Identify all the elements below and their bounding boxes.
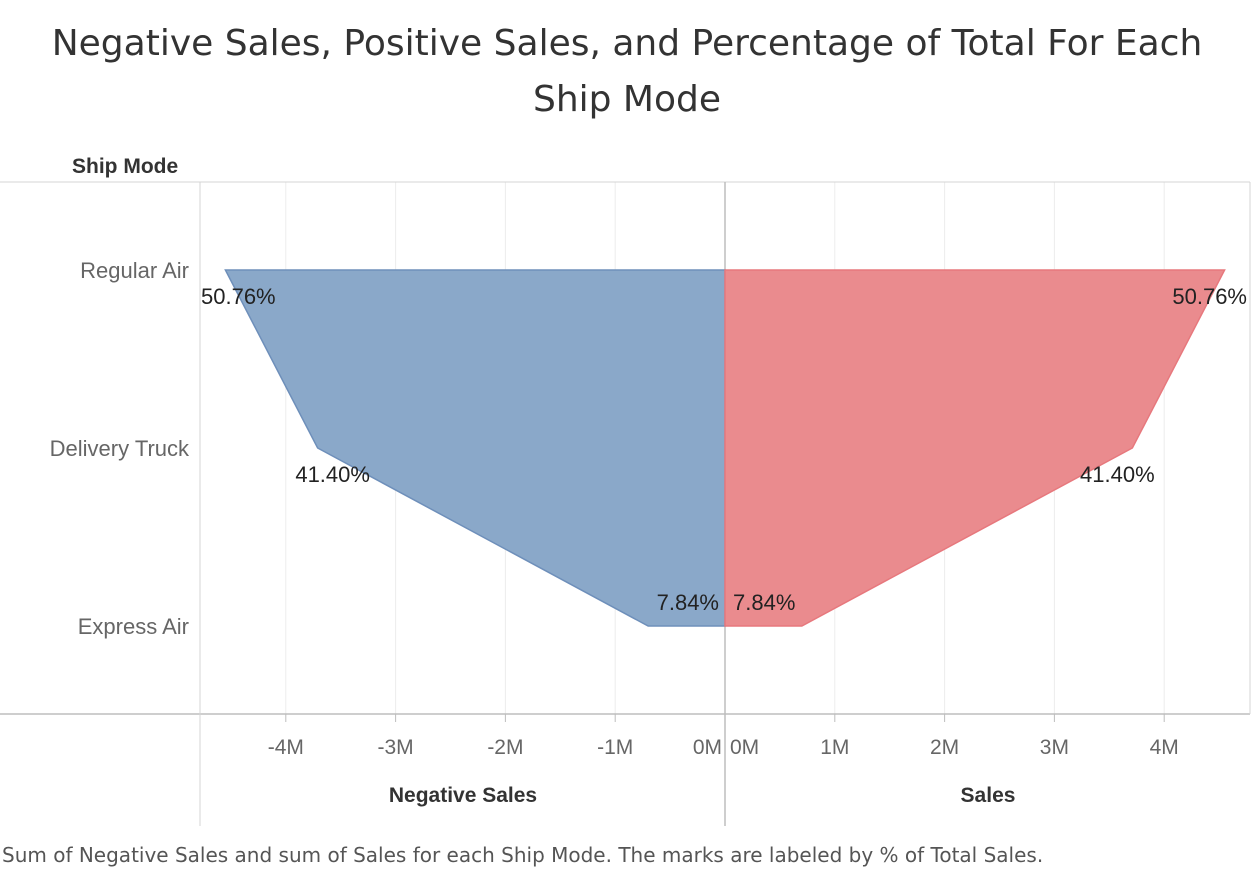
chart-title-line-2: Ship Mode xyxy=(532,79,722,120)
tick-label: 0M xyxy=(693,736,722,759)
tick-label: 3M xyxy=(1040,736,1069,759)
tick-label: -3M xyxy=(378,736,414,759)
area-marks xyxy=(224,269,1226,627)
tick-label: 0M xyxy=(730,736,759,759)
data-label: 7.84% xyxy=(733,590,795,615)
data-label: 50.76% xyxy=(1172,284,1247,309)
category-label: Express Air xyxy=(78,614,189,639)
category-label: Regular Air xyxy=(80,258,189,283)
negative-sales-area xyxy=(224,269,726,627)
data-labels: 50.76% 41.40% 7.84% 50.76% 41.40% 7.84% xyxy=(201,284,1247,615)
tick-label: 1M xyxy=(820,736,849,759)
chart-caption: Sum of Negative Sales and sum of Sales f… xyxy=(2,843,1044,867)
x-axis-label-sales: Sales xyxy=(961,784,1016,807)
x-axis-label-negative: Negative Sales xyxy=(389,784,537,807)
sales-area xyxy=(724,269,1226,627)
data-label: 41.40% xyxy=(295,462,370,487)
tick-label: -1M xyxy=(597,736,633,759)
category-labels: Regular Air Delivery Truck Express Air xyxy=(50,258,190,639)
chart-title: Negative Sales, Positive Sales, and Perc… xyxy=(0,16,1254,128)
tick-labels: -4M -3M -2M -1M 0M 0M 1M 2M 3M 4M xyxy=(268,736,1179,759)
data-label: 41.40% xyxy=(1080,462,1155,487)
tick-label: 2M xyxy=(930,736,959,759)
chart-title-line-1: Negative Sales, Positive Sales, and Perc… xyxy=(51,23,1203,64)
category-label: Delivery Truck xyxy=(50,436,190,461)
row-header: Ship Mode xyxy=(72,155,178,178)
tick-label: 4M xyxy=(1150,736,1179,759)
data-label: 7.84% xyxy=(657,590,719,615)
tick-label: -4M xyxy=(268,736,304,759)
data-label: 50.76% xyxy=(201,284,276,309)
tick-label: -2M xyxy=(487,736,523,759)
